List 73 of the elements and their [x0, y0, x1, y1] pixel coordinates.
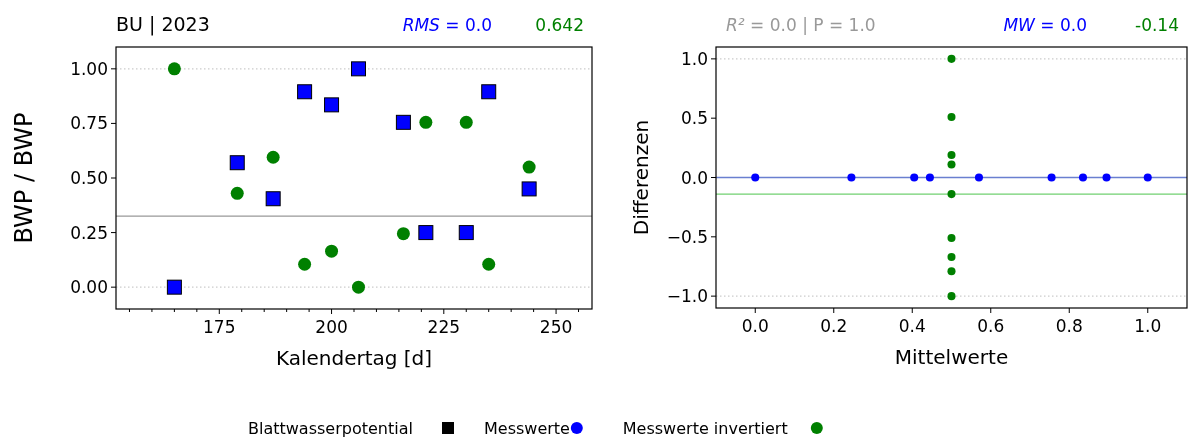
- point: [1102, 173, 1111, 182]
- point: [947, 292, 956, 301]
- text: -0.14: [1135, 15, 1179, 35]
- point: [925, 173, 934, 182]
- x-tick-label: 0.8: [1055, 316, 1083, 336]
- y-tick-label: 1.0: [680, 48, 708, 69]
- x-tick-label: 1.0: [1134, 316, 1162, 336]
- point: [396, 227, 410, 241]
- text: 0.642: [535, 15, 584, 35]
- chart-title: BU | 2023: [116, 13, 210, 36]
- point: [351, 280, 365, 294]
- point: [847, 173, 856, 182]
- y-tick-label: 0.25: [70, 222, 108, 243]
- x-tick-label: 0.0: [741, 316, 769, 336]
- point: [395, 114, 411, 130]
- x-axis-title: Kalendertag [d]: [275, 346, 433, 370]
- y-axis-title: BWP / BWP: [10, 112, 38, 244]
- y-tick-label: −0.5: [666, 226, 708, 247]
- y-tick-label: 0.5: [680, 108, 708, 129]
- point: [521, 181, 537, 197]
- point: [947, 54, 956, 63]
- text: RMS = 0.0: [402, 15, 492, 35]
- point: [947, 267, 956, 276]
- point: [350, 61, 366, 77]
- y-tick-label: 0.00: [70, 277, 108, 298]
- y-tick-label: 0.0: [680, 167, 708, 188]
- text: MW = 0.0: [1003, 15, 1087, 35]
- x-tick-label: 0.6: [977, 316, 1005, 336]
- point: [947, 160, 956, 169]
- x-tick-label: 225: [427, 317, 461, 337]
- point: [229, 155, 245, 171]
- point: [458, 225, 474, 241]
- point: [265, 191, 281, 207]
- point: [947, 190, 956, 199]
- point: [419, 115, 433, 129]
- legend-label: Messwerte invertiert: [622, 419, 788, 438]
- point: [910, 173, 919, 182]
- x-tick-label: 200: [315, 317, 348, 337]
- point: [947, 150, 956, 159]
- point: [266, 150, 280, 164]
- x-axis-title: Mittelwerte: [894, 345, 1009, 369]
- y-tick-label: 0.50: [70, 168, 108, 188]
- point: [324, 97, 340, 113]
- point: [751, 173, 760, 182]
- point: [947, 112, 956, 122]
- point: [482, 257, 496, 271]
- y-axis-title: Differenzen: [629, 119, 653, 236]
- legend-title: Blattwasserpotential: [248, 419, 413, 438]
- point: [167, 62, 181, 76]
- text: R² = 0.0 | P = 1.0: [726, 15, 876, 35]
- point: [459, 115, 473, 129]
- point: [298, 257, 312, 271]
- x-tick-label: 0.4: [898, 316, 926, 336]
- point: [974, 173, 984, 182]
- x-tick-label: 0.2: [820, 316, 848, 336]
- y-tick-label: 1.00: [70, 58, 108, 79]
- point: [1078, 173, 1088, 182]
- point: [1047, 173, 1056, 182]
- point: [1143, 173, 1152, 182]
- legend-label: Messwerte: [484, 419, 570, 438]
- point: [230, 186, 244, 200]
- y-tick-label: −1.0: [666, 286, 708, 307]
- x-tick-label: 175: [203, 317, 236, 337]
- point: [297, 84, 313, 100]
- point: [418, 225, 434, 241]
- point: [166, 279, 182, 295]
- point: [947, 252, 956, 262]
- point: [947, 233, 956, 243]
- point: [325, 244, 339, 258]
- x-tick-label: 250: [539, 317, 573, 337]
- point: [481, 84, 497, 100]
- y-tick-label: 0.75: [70, 113, 108, 134]
- point: [522, 160, 536, 174]
